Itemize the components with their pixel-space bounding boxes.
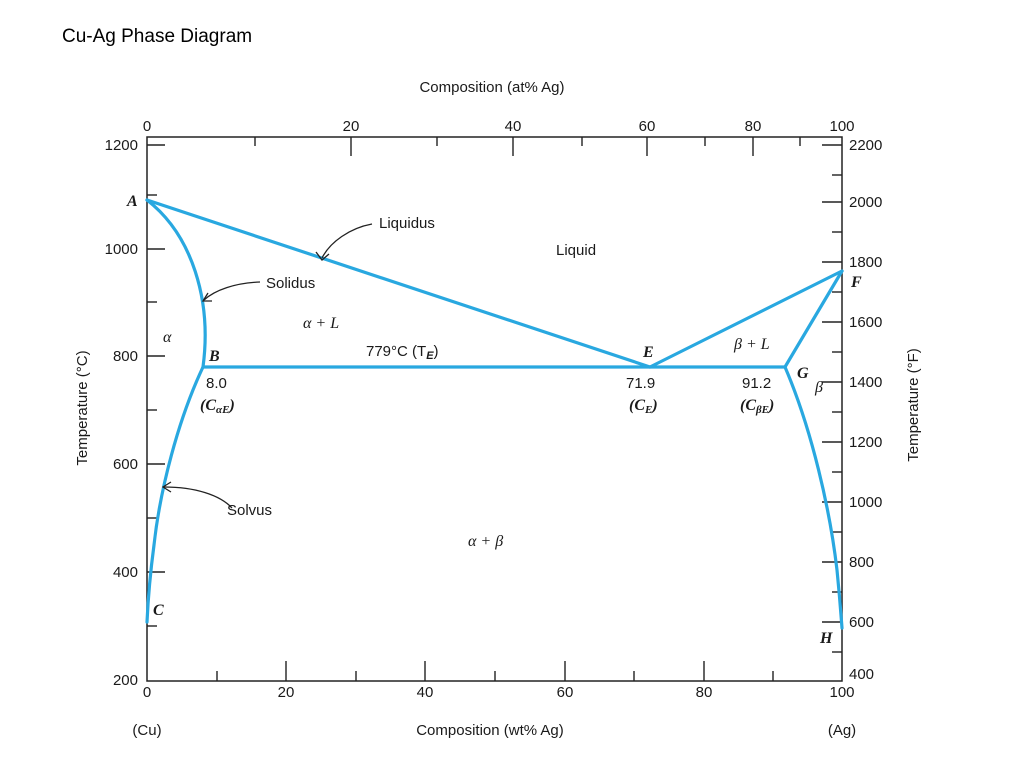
solidus-arrow — [203, 281, 261, 301]
point-g-label: G — [797, 365, 809, 382]
g-composition-value: 91.2 — [742, 375, 771, 392]
alpha-plus-beta-label: α + β — [468, 533, 503, 550]
right-tick-800: 800 — [849, 554, 874, 571]
bottom-tick-0: 0 — [143, 684, 151, 701]
e-composition-symbol: (CE) — [629, 397, 658, 416]
bottom-tick-100: 100 — [829, 684, 854, 701]
slide-title: Cu-Ag Phase Diagram — [62, 26, 253, 47]
top-tick-0: 0 — [143, 118, 151, 135]
right-tick-2000: 2000 — [849, 194, 882, 211]
e-composition-value: 71.9 — [626, 375, 655, 392]
left-tick-400: 400 — [113, 564, 138, 581]
right-tick-1400: 1400 — [849, 374, 882, 391]
right-tick-1800: 1800 — [849, 254, 882, 271]
top-tick-60: 60 — [639, 118, 656, 135]
point-f-label: F — [850, 274, 862, 291]
right-tick-400: 400 — [849, 666, 874, 683]
beta-region-label: β — [814, 379, 823, 396]
b-composition-value: 8.0 — [206, 375, 227, 392]
right-tick-600: 600 — [849, 614, 874, 631]
left-axis-label: Temperature (°C) — [74, 350, 91, 465]
bottom-end-cu: (Cu) — [132, 722, 161, 739]
liquidus-arrow — [321, 223, 373, 259]
liquidus-line-ag — [648, 269, 844, 369]
top-tick-40: 40 — [505, 118, 522, 135]
left-tick-800: 800 — [113, 348, 138, 365]
point-e-label: E — [642, 344, 654, 361]
solvus-curve-ag — [783, 365, 844, 630]
left-tick-1000: 1000 — [105, 241, 138, 258]
bottom-tick-80: 80 — [696, 684, 713, 701]
phase-boundaries — [145, 198, 844, 630]
beta-plus-liquid-label: β + L — [733, 336, 770, 353]
bottom-tick-20: 20 — [278, 684, 295, 701]
point-h-label: H — [819, 630, 833, 647]
liquid-region-label: Liquid — [556, 242, 596, 259]
top-tick-80: 80 — [745, 118, 762, 135]
liquidus-line-cu — [145, 198, 652, 369]
eutectic-temperature-label: 779°C (TE) — [366, 343, 439, 362]
top-tick-20: 20 — [343, 118, 360, 135]
top-axis-ticks — [254, 137, 801, 156]
g-composition-symbol: (CβE) — [740, 397, 774, 416]
bottom-tick-60: 60 — [557, 684, 574, 701]
left-tick-600: 600 — [113, 456, 138, 473]
plot-frame — [146, 136, 843, 682]
bottom-tick-40: 40 — [417, 684, 434, 701]
point-b-label: B — [208, 348, 220, 365]
solidus-curve-cu — [145, 198, 207, 369]
annotation-arrows — [161, 223, 373, 509]
solvus-label: Solvus — [227, 502, 272, 519]
point-a-label: A — [126, 193, 138, 210]
bottom-axis-ticks — [216, 661, 774, 681]
top-tick-100: 100 — [829, 118, 854, 135]
solidus-line-ag — [783, 269, 844, 369]
solvus-arrow — [163, 486, 233, 509]
right-axis-label: Temperature (°F) — [905, 348, 922, 462]
left-axis-ticks — [147, 144, 165, 627]
b-composition-symbol: (CαE) — [200, 397, 235, 416]
bottom-axis-label: Composition (wt% Ag) — [416, 722, 564, 739]
alpha-plus-liquid-label: α + L — [303, 315, 339, 332]
right-tick-1000: 1000 — [849, 494, 882, 511]
liquidus-label: Liquidus — [379, 215, 435, 232]
left-tick-200: 200 — [113, 672, 138, 689]
solvus-curve-cu — [145, 365, 205, 624]
point-c-label: C — [153, 602, 164, 619]
left-tick-1200: 1200 — [105, 137, 138, 154]
alpha-region-label: α — [163, 329, 172, 346]
solidus-label: Solidus — [266, 275, 315, 292]
bottom-end-ag: (Ag) — [828, 722, 856, 739]
right-tick-1600: 1600 — [849, 314, 882, 331]
right-tick-2200: 2200 — [849, 137, 882, 154]
top-axis-label: Composition (at% Ag) — [419, 79, 564, 96]
right-tick-1200: 1200 — [849, 434, 882, 451]
